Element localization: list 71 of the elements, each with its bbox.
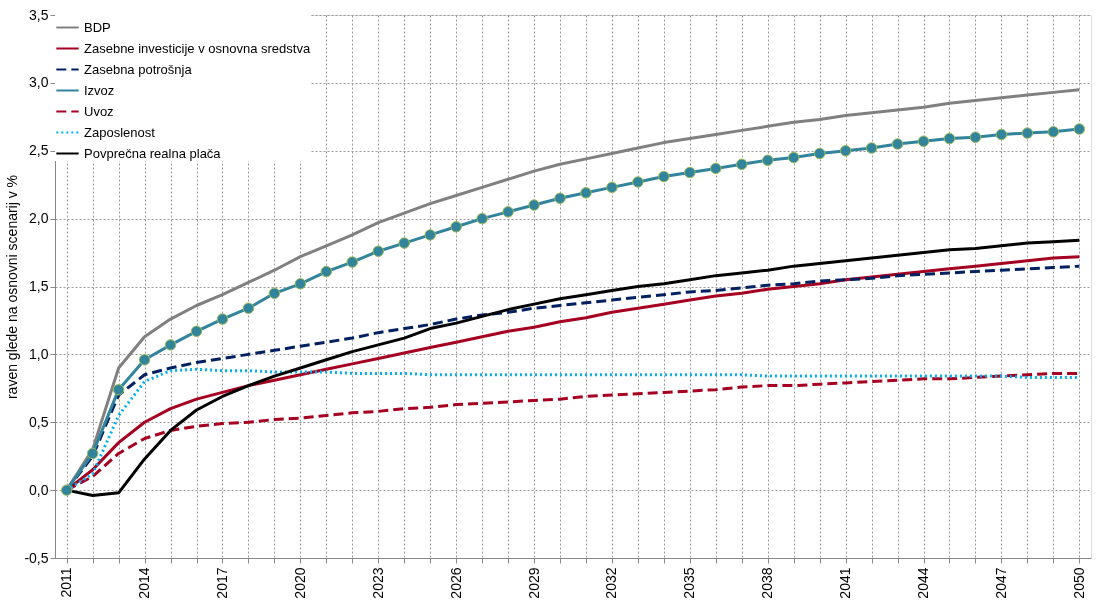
y-tick-label: 2,5	[29, 142, 49, 159]
x-tick-label: 2026	[447, 567, 464, 599]
point	[320, 265, 333, 278]
x-tick-label: 2020	[291, 567, 308, 599]
x-tick-label: 2035	[681, 567, 698, 599]
legend-label: Izvoz	[84, 82, 115, 98]
point	[813, 147, 826, 160]
legend-label: Uvoz	[84, 103, 114, 119]
point	[450, 221, 462, 233]
point	[865, 142, 878, 154]
x-tick-label: 2023	[369, 567, 386, 599]
x-tick-label: 2032	[603, 567, 620, 599]
x-tick-label: 2047	[992, 567, 1009, 599]
point	[528, 199, 540, 211]
point	[710, 162, 722, 175]
point	[164, 339, 177, 351]
point	[917, 135, 930, 147]
point	[761, 154, 774, 166]
point	[346, 256, 359, 268]
point	[658, 170, 670, 183]
y-tick-label: -0,5	[24, 549, 49, 566]
x-tick-label: 2011	[58, 567, 75, 598]
y-tick-label: 3,5	[29, 6, 49, 23]
y-tick-label: 3,0	[29, 74, 49, 91]
point	[1047, 126, 1060, 138]
point	[476, 212, 488, 225]
x-tick-label: 2050	[1070, 567, 1087, 599]
y-axis-title: raven glede na osnovni scenarij v %	[4, 174, 21, 400]
y-tick-label: 0,0	[29, 481, 49, 498]
legend-label: Zaposlenost	[84, 124, 156, 140]
legend-label: Zasebne investicije v osnovna sredstva	[84, 40, 311, 56]
point	[839, 145, 852, 157]
point	[1021, 127, 1034, 139]
legend-label: Povprečna realna plača	[84, 145, 222, 161]
point	[632, 176, 644, 188]
point	[502, 206, 514, 218]
x-tick-label: 2029	[525, 567, 542, 599]
point	[268, 287, 281, 300]
y-tick-label: 1,0	[29, 345, 49, 362]
point	[891, 138, 904, 150]
point	[424, 229, 436, 241]
point	[190, 325, 203, 338]
x-tick-label: 2017	[213, 567, 230, 599]
point	[216, 313, 229, 325]
point	[1073, 123, 1086, 135]
point	[580, 187, 592, 199]
point	[86, 447, 99, 460]
point	[242, 302, 255, 314]
point	[554, 192, 566, 204]
point	[684, 166, 696, 179]
point	[736, 158, 748, 171]
y-tick-label: 1,5	[29, 278, 49, 294]
y-tick-label: 2,0	[29, 210, 49, 227]
point	[294, 278, 307, 290]
y-tick-label: 0,5	[29, 413, 49, 430]
x-tick-label: 2014	[136, 567, 153, 599]
point	[995, 128, 1008, 141]
point	[606, 181, 618, 194]
point	[943, 132, 956, 145]
point	[112, 383, 125, 396]
point	[372, 245, 385, 257]
legend-label: BDP	[84, 19, 111, 35]
x-tick-label: 2044	[915, 567, 932, 599]
point	[969, 131, 982, 143]
point	[60, 484, 73, 496]
x-tick-label: 2041	[837, 567, 854, 599]
point	[398, 237, 410, 249]
legend-label: Zasebna potrošnja	[84, 61, 193, 77]
point	[787, 151, 800, 164]
x-tick-label: 2038	[759, 567, 776, 599]
point	[138, 354, 151, 366]
